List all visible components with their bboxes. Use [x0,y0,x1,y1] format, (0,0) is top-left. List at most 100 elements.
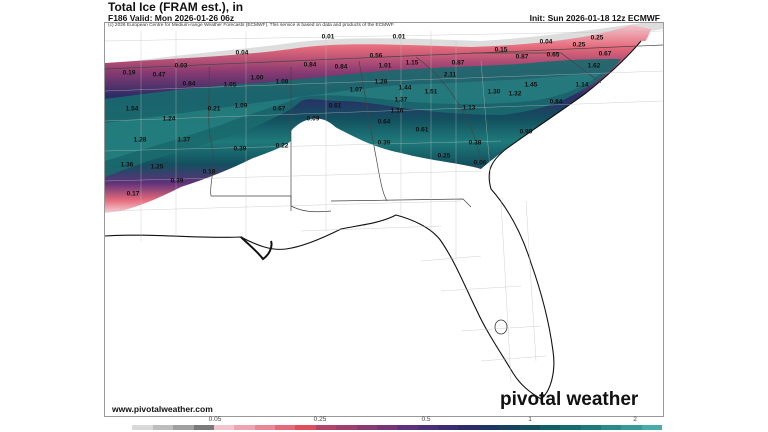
ice-value-label: 0.17 [126,190,140,198]
colorbar-swatch [173,425,194,430]
colorbar-swatch [112,425,133,430]
colorbar-swatch [397,425,418,430]
county-borders [105,30,663,382]
ice-value-label: 1.01 [378,62,392,70]
colorbar-tick-label: 1 [528,416,532,423]
ice-value-label: 1.62 [587,62,601,70]
ice-value-label: 1.13 [462,104,476,112]
ice-value-label: 1.25 [150,163,164,171]
website-link[interactable]: www.pivotalweather.com [112,404,213,414]
ice-value-label: 1.00 [250,74,264,82]
ice-value-label: 1.32 [508,90,522,98]
ice-value-label: 1.28 [133,136,147,144]
ice-value-label: 0.04 [539,38,553,46]
gulf-and-atlantic-water [105,41,663,416]
ice-value-label: 0.84 [549,98,563,106]
copyright-notice: (c) 2026 European Centre for Medium-rang… [108,23,395,28]
ice-value-label: 2.11 [443,71,457,79]
ice-value-label: 1.54 [125,105,139,113]
ice-value-label: 0.61 [415,126,429,134]
ice-value-label: 0.67 [598,50,612,58]
ice-value-label: 0.06 [473,159,487,167]
init-time: Init: Sun 2026-01-18 12z ECMWF [529,13,660,23]
ice-value-label: 0.84 [303,61,317,69]
ice-value-label: 0.56 [369,52,383,60]
ice-value-label: 1.15 [405,59,419,67]
colorbar-swatch [499,425,520,430]
colorbar-swatch [275,425,296,430]
colorbar-swatch [417,425,438,430]
ice-value-label: 0.65 [546,51,560,59]
ice-value-label: 0.25 [572,41,586,49]
ice-value-label: 1.28 [374,78,388,86]
colorbar-swatch [193,425,214,430]
colorbar-swatch [376,425,398,430]
ice-value-label: 0.84 [334,63,348,71]
ice-value-label: 1.30 [487,88,501,96]
ice-value-label: 1.37 [394,96,408,104]
ice-accumulation-map [105,23,663,416]
ice-value-label: 1.05 [223,81,237,89]
colorbar-swatch [580,425,601,430]
colorbar-swatch [539,425,561,430]
ice-value-label: 1.08 [275,78,289,86]
ice-value-label: 0.47 [152,71,166,79]
ice-value-label: 1.51 [424,88,438,96]
ice-value-label: 0.67 [272,105,286,113]
ice-value-label: 0.19 [122,69,136,77]
ice-value-label: 1.36 [120,161,134,169]
ice-value-label: 0.25 [590,34,604,42]
colorbar-swatch [621,425,642,430]
ice-value-label: 1.07 [349,86,363,94]
ice-value-label: 0.09 [306,115,320,123]
ice-value-label: 0.39 [233,145,247,153]
ice-value-label: 0.64 [377,118,391,126]
ice-value-label: 1.37 [177,136,191,144]
ice-value-label: 0.01 [321,33,335,41]
ice-value-label: 0.87 [515,53,529,61]
ice-value-label: 0.18 [202,168,216,176]
map-panel[interactable]: 0.01 0.01 0.04 0.03 0.19 0.47 0.84 1.05 1.00 1.08… [104,22,664,417]
ice-value-label: 1.09 [234,102,248,110]
colorbar-swatch [560,425,581,430]
ice-value-label: 0.99 [519,128,533,136]
colorbar-swatch [234,425,255,430]
colorbar-swatch [152,425,174,430]
ice-value-label: 1.45 [524,81,538,89]
colorbar-tick-label: 0.25 [313,416,327,423]
colorbar-swatch [132,425,153,430]
colorbar-swatch [356,425,377,430]
ice-value-label: 1.16 [390,107,404,115]
colorbar [112,425,663,430]
heaviest-ice-core [105,73,601,161]
ice-value-label: 0.01 [392,33,406,41]
no-ice-area [291,118,481,216]
colorbar-swatch [213,425,235,430]
ice-value-label: 0.22 [275,142,289,150]
ice-value-label: 0.39 [170,177,184,185]
map-title: Total Ice (FRAM est.), in [108,0,244,14]
colorbar-tick-label: 2 [633,416,637,423]
lake-okeechobee [494,319,508,335]
colorbar-tick-label: 0.5 [421,416,431,423]
ice-value-label: 0.61 [328,102,342,110]
ice-value-label: 1.44 [398,84,412,92]
ice-value-label: 0.21 [207,105,221,113]
ice-value-label: 0.15 [494,46,508,54]
ice-value-label: 1.24 [162,115,176,123]
colorbar-swatch [438,425,459,430]
colorbar-swatch [315,425,337,430]
ice-value-label: 0.25 [437,152,451,160]
ice-value-label: 0.39 [377,139,391,147]
colorbar-swatch [519,425,540,430]
colorbar-swatch [254,425,275,430]
ice-value-label: 0.38 [468,139,482,147]
colorbar-tick-label: 0.05 [208,416,222,423]
mississippi-delta [240,236,273,261]
colorbar-swatch [458,425,479,430]
ice-value-label: 0.04 [235,49,249,57]
colorbar-swatch [641,425,663,430]
ice-value-label: 0.87 [451,59,465,67]
ice-value-label: 1.14 [575,81,589,89]
colorbar-swatch [601,425,622,430]
